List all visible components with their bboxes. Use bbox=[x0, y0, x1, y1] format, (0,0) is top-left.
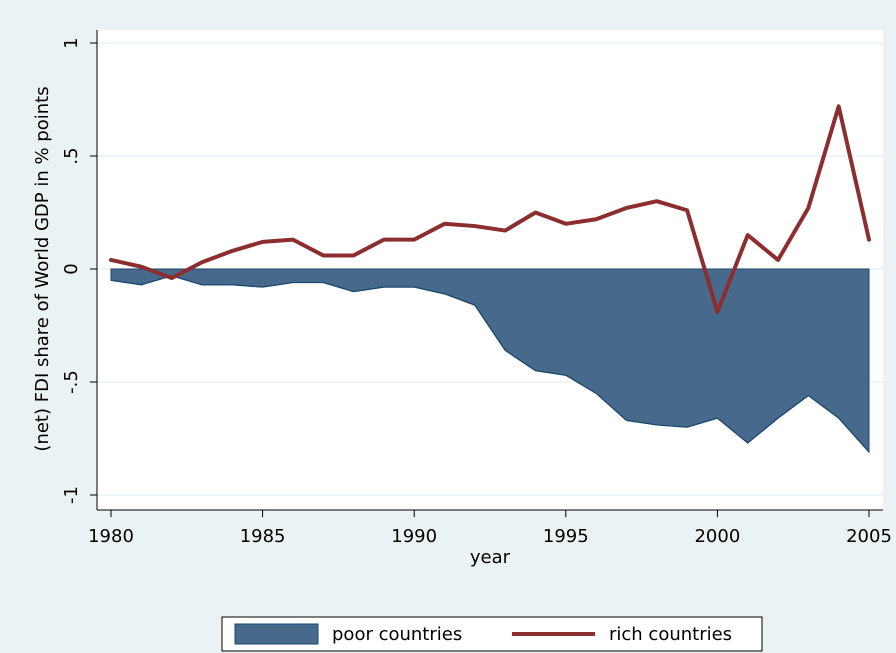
y-tick-label: 0 bbox=[61, 263, 82, 274]
x-tick-label: 2000 bbox=[694, 526, 740, 547]
legend-label: poor countries bbox=[332, 624, 462, 645]
y-tick-label: -.5 bbox=[61, 370, 82, 394]
y-tick-label: 1 bbox=[61, 37, 82, 48]
y-tick-label: -1 bbox=[61, 486, 82, 504]
x-tick-label: 2005 bbox=[846, 526, 892, 547]
x-tick-label: 1985 bbox=[240, 526, 286, 547]
plot bbox=[97, 42, 883, 496]
y-axis-title: (net) FDI share of World GDP in % points bbox=[32, 86, 53, 451]
area-edge bbox=[110, 275, 870, 453]
legend-swatch bbox=[234, 623, 319, 645]
legend-label: rich countries bbox=[609, 624, 732, 645]
y-tick-label: .5 bbox=[61, 147, 82, 164]
x-axis-title: year bbox=[470, 547, 511, 568]
legend bbox=[221, 616, 763, 652]
x-tick-label: 1995 bbox=[543, 526, 589, 547]
line bbox=[109, 104, 871, 314]
x-tick-label: 1980 bbox=[88, 526, 134, 547]
x-tick-label: 1990 bbox=[391, 526, 437, 547]
